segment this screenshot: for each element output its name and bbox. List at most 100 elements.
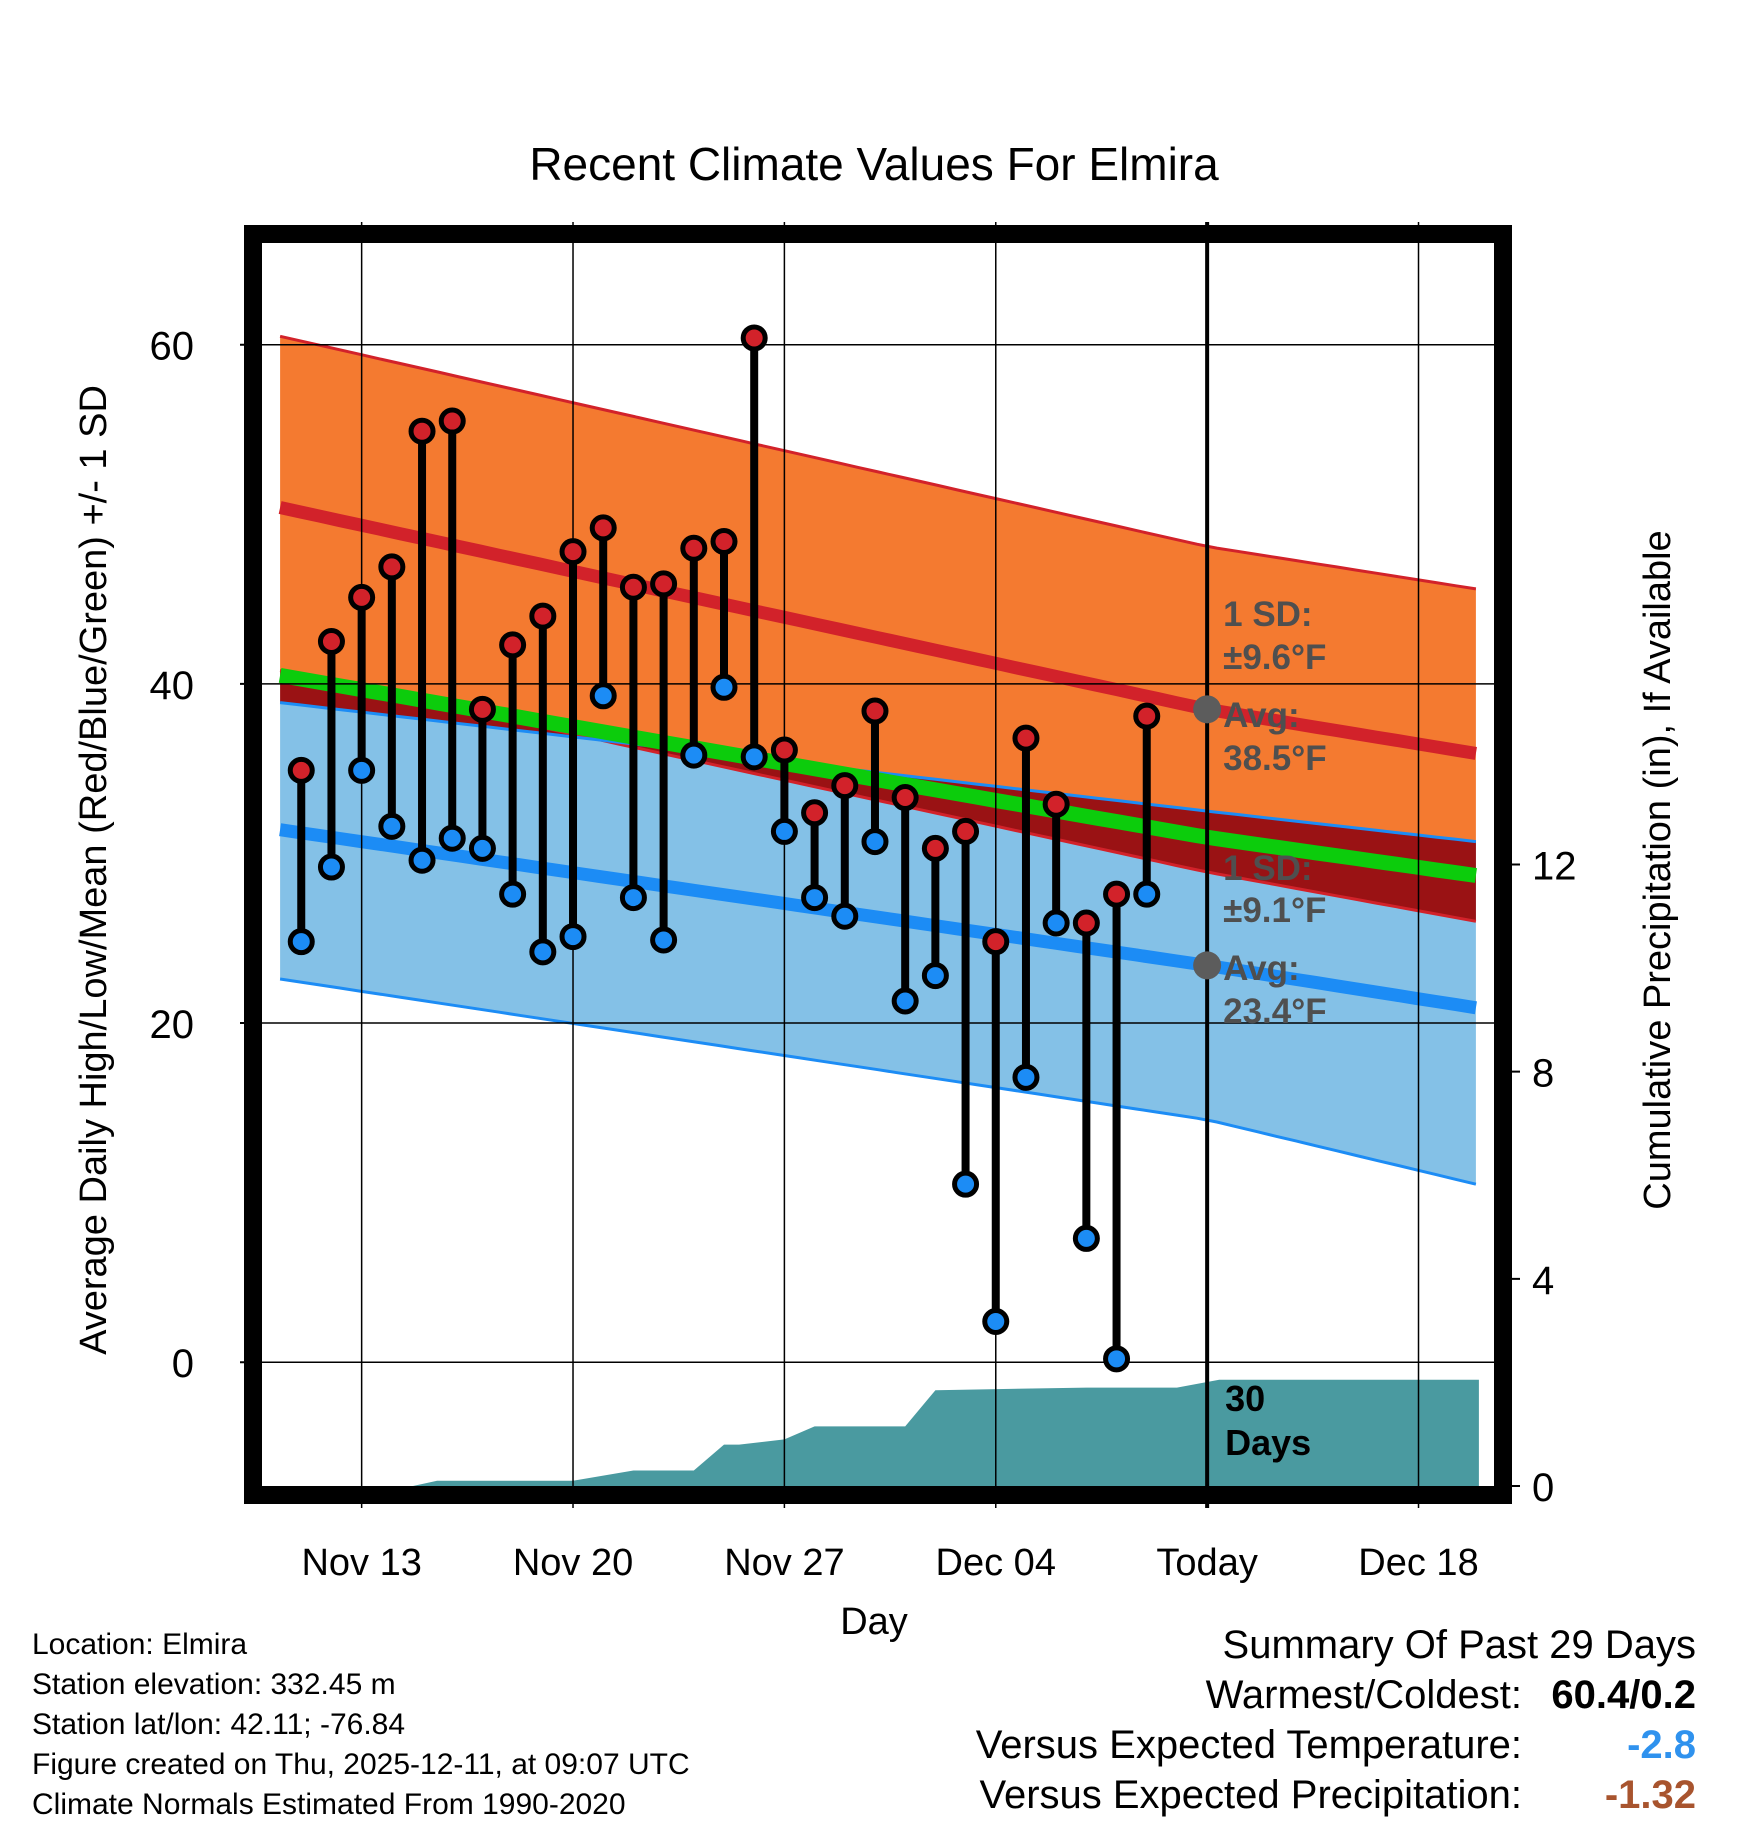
warmest-label: Warmest/Coldest: <box>1205 1673 1522 1717</box>
low-sd-value: ±9.1°F <box>1223 891 1326 930</box>
high-point <box>378 553 406 581</box>
high-sd-value: ±9.6°F <box>1223 638 1326 677</box>
y-tick-label: 40 <box>150 664 195 708</box>
high-point <box>861 697 889 725</box>
low-point <box>801 884 829 912</box>
low-point <box>1103 1345 1131 1373</box>
y2-tick-label: 0 <box>1532 1466 1554 1510</box>
plot-frame <box>244 225 1512 1504</box>
low-avg-label: Avg: <box>1223 949 1299 988</box>
precip-delta-label: Versus Expected Precipitation: <box>979 1773 1522 1817</box>
x-axis-label: Day <box>840 1601 908 1643</box>
low-point <box>952 1170 980 1198</box>
created-text: Figure created on Thu, 2025-12-11, at 09… <box>32 1748 690 1781</box>
temp-delta-value: -2.8 <box>1627 1723 1696 1767</box>
high-point <box>468 695 496 723</box>
high-point <box>619 573 647 601</box>
high-point <box>680 534 708 562</box>
y-tick-label: 60 <box>150 325 195 369</box>
high-point <box>559 538 587 566</box>
days-word-label: Days <box>1225 1422 1311 1463</box>
high-avg-label: Avg: <box>1223 696 1299 735</box>
high-sd-label: 1 SD: <box>1223 595 1312 634</box>
high-point <box>952 817 980 845</box>
high-avg-value: 38.5°F <box>1223 739 1327 778</box>
high-mean-line <box>278 501 1477 760</box>
days-count-label: 30 <box>1225 1378 1265 1419</box>
high-point <box>982 928 1010 956</box>
high-point <box>650 570 678 598</box>
x-tick-label: Nov 20 <box>513 1542 633 1584</box>
high-point <box>408 417 436 445</box>
x-tick-label: Nov 13 <box>301 1542 421 1584</box>
low-point <box>287 928 315 956</box>
low-point <box>499 880 527 908</box>
low-point <box>770 817 798 845</box>
low-sd-label: 1 SD: <box>1223 849 1312 888</box>
high-point <box>348 583 376 611</box>
high-point <box>287 756 315 784</box>
low-point <box>589 682 617 710</box>
low-point <box>680 741 708 769</box>
low-point <box>982 1308 1010 1336</box>
low-avg-value: 23.4°F <box>1223 992 1327 1031</box>
high-point <box>801 799 829 827</box>
high-point <box>1042 790 1070 818</box>
y2-axis-label: Cumulative Precipitation (in), If Availa… <box>1637 530 1679 1209</box>
temp-delta-label: Versus Expected Temperature: <box>975 1723 1522 1767</box>
y-tick-label: 20 <box>150 1003 195 1047</box>
chart-title: Recent Climate Values For Elmira <box>529 138 1219 190</box>
high-point <box>317 628 345 656</box>
high-point <box>1012 724 1040 752</box>
warmest-value: 60.4/0.2 <box>1551 1673 1696 1717</box>
low-point <box>348 756 376 784</box>
low-point <box>891 987 919 1015</box>
summary-panel: Summary Of Past 29 Days Warmest/Coldest:… <box>976 1620 1696 1820</box>
summary-warmest-row: Warmest/Coldest: 60.4/0.2 <box>976 1670 1696 1720</box>
x-tick-label: Dec 04 <box>936 1542 1056 1584</box>
summary-precip-row: Versus Expected Precipitation: -1.32 <box>976 1770 1696 1820</box>
y2-tick-label: 8 <box>1532 1052 1554 1096</box>
high-point <box>921 834 949 862</box>
low-lower-line <box>279 977 1477 1186</box>
plot-area: 0 20 40 60 0 4 8 12 Nov 13 Nov 20 Nov 27 Dec 04 Toda… <box>150 222 1577 1584</box>
y-axis-label: Average Daily High/Low/Mean (Red/Blue/Gr… <box>73 385 115 1355</box>
summary-temp-row: Versus Expected Temperature: -2.8 <box>976 1720 1696 1770</box>
precip-delta-value: -1.32 <box>1604 1773 1696 1817</box>
high-point <box>831 772 859 800</box>
low-point <box>559 923 587 951</box>
observations <box>287 324 1161 1373</box>
high-point <box>589 514 617 542</box>
high-point <box>438 407 466 435</box>
low-point <box>1012 1063 1040 1091</box>
low-point <box>1072 1224 1100 1252</box>
low-point <box>650 926 678 954</box>
y2-tick-label: 4 <box>1532 1259 1554 1303</box>
low-point <box>740 743 768 771</box>
low-point <box>1133 880 1161 908</box>
high-point <box>529 602 557 630</box>
high-point <box>1133 702 1161 730</box>
low-point <box>831 902 859 930</box>
high-point <box>1103 880 1131 908</box>
elevation-text: Station elevation: 332.45 m <box>32 1668 396 1701</box>
high-point <box>770 736 798 764</box>
precip-area <box>271 1379 1479 1486</box>
high-sd-band <box>280 336 1476 922</box>
location-text: Location: Elmira <box>32 1628 248 1661</box>
high-point <box>499 631 527 659</box>
summary-title: Summary Of Past 29 Days <box>1222 1623 1696 1667</box>
low-point <box>408 846 436 874</box>
today-low-avg-marker <box>1193 951 1222 980</box>
y2-tick-label: 12 <box>1532 845 1577 889</box>
x-tick-label: Today <box>1156 1542 1257 1584</box>
high-point <box>1072 909 1100 937</box>
low-point <box>1042 909 1070 937</box>
low-point <box>710 673 738 701</box>
low-point <box>861 828 889 856</box>
low-point <box>468 834 496 862</box>
today-high-avg-marker <box>1193 695 1222 724</box>
low-point <box>317 853 345 881</box>
x-tick-label: Dec 18 <box>1358 1542 1478 1584</box>
